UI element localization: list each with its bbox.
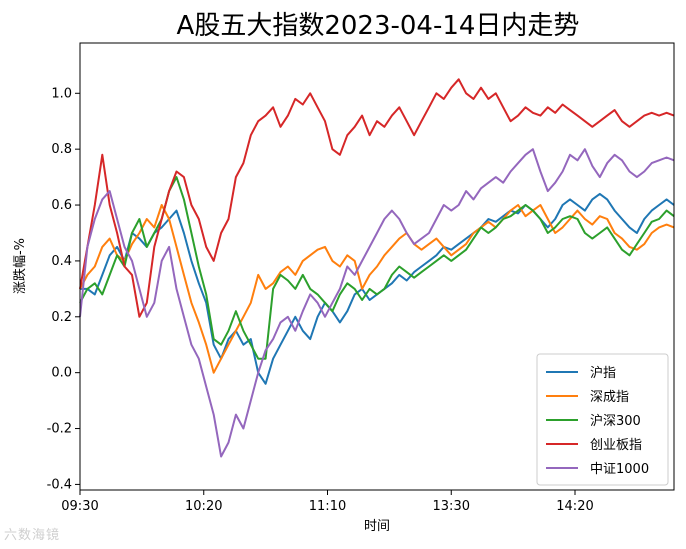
legend-label-3: 创业板指 (590, 438, 642, 453)
legend-label-4: 中证1000 (590, 462, 649, 477)
x-tick-label: 14:20 (556, 499, 593, 514)
series-layer (79, 78, 675, 458)
y-tick-label: -0.2 (47, 422, 72, 437)
legend-box (536, 353, 669, 486)
x-tick-label: 13:30 (433, 499, 470, 514)
y-tick-label: 0.8 (51, 142, 72, 157)
series-line-2 (79, 176, 675, 360)
y-tick-label: 0.4 (51, 254, 72, 269)
y-tick-label: 0.0 (51, 366, 72, 381)
series-line-1 (79, 204, 675, 374)
series-line-3 (79, 78, 675, 318)
x-tick-label: 11:10 (309, 499, 346, 514)
y-tick-label: 0.6 (51, 198, 72, 213)
y-tick-label: -0.4 (47, 477, 72, 492)
watermark: 六数海镜 (4, 528, 61, 543)
legend-label-1: 深成指 (590, 390, 629, 405)
chart-title: A股五大指数2023-04-14日内走势 (177, 11, 580, 41)
series-line-4 (79, 148, 675, 458)
x-tick-label: 10:20 (185, 499, 222, 514)
legend-label-2: 沪深300 (590, 413, 641, 429)
x-tick-label: 09:30 (61, 499, 98, 514)
y-axis: 1.0 0.8 0.6 0.4 0.2 0.0 -0.2 -0.4 (47, 86, 80, 492)
y-axis-label: 涨跌幅-% (12, 238, 28, 294)
legend-label-0: 沪指 (590, 365, 616, 381)
y-tick-label: 0.2 (51, 310, 72, 325)
x-axis-label: 时间 (364, 519, 390, 534)
x-axis: 09:30 10:20 11:10 13:30 14:20 (61, 490, 594, 514)
plot-frame (79, 42, 675, 491)
y-tick-label: 1.0 (51, 86, 72, 101)
